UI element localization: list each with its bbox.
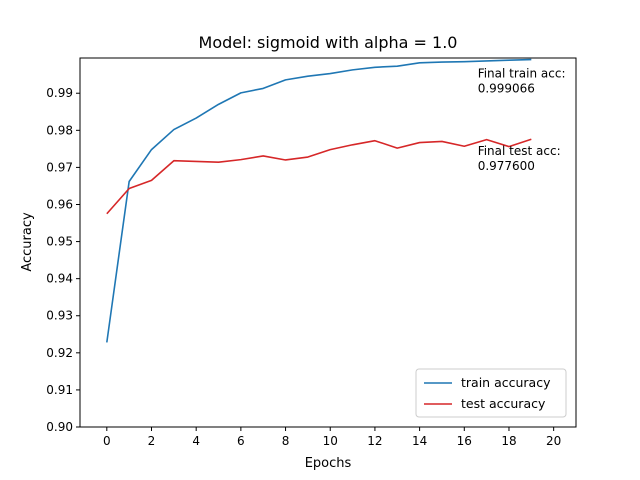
- y-tick-label: 0.97: [46, 160, 73, 174]
- y-tick-label: 0.91: [46, 383, 73, 397]
- plot-area: 0 2 4 6 8 10 12 14 16 18 20 0.90 0.91 0.92 0.93 0.94 0.9…: [46, 57, 577, 448]
- series-line-0: [106, 58, 532, 343]
- x-tick-label: 0: [103, 434, 111, 448]
- y-axis-label: Accuracy: [20, 212, 35, 272]
- x-tick-label: 8: [282, 434, 290, 448]
- y-tick-label: 0.92: [46, 346, 73, 360]
- x-tick-label: 18: [501, 434, 516, 448]
- x-tick-label: 14: [412, 434, 427, 448]
- x-tick-label: 16: [457, 434, 472, 448]
- y-tick-label: 0.99: [46, 86, 73, 100]
- y-tick-label: 0.96: [46, 197, 73, 211]
- y-tick-label: 0.90: [46, 420, 73, 434]
- x-tick-label: 12: [367, 434, 382, 448]
- y-tick-label: 0.93: [46, 309, 73, 323]
- y-tick-label: 0.95: [46, 235, 73, 249]
- x-tick-label: 4: [192, 434, 200, 448]
- legend-box: [415, 368, 567, 418]
- legend-label-0: train accuracy: [461, 375, 551, 390]
- x-tick-label: 10: [323, 434, 338, 448]
- annotation-label-0: Final train acc:: [478, 66, 566, 80]
- x-tick-label: 20: [546, 434, 561, 448]
- x-tick-label: 6: [237, 434, 245, 448]
- x-axis-label: Epochs: [305, 456, 352, 471]
- legend-label-1: test accuracy: [461, 396, 546, 411]
- axes-frame: [79, 57, 577, 428]
- annotation-value-1: 0.977600: [478, 159, 535, 173]
- y-tick-label: 0.98: [46, 123, 73, 137]
- annotation-label-1: Final test acc:: [478, 144, 561, 158]
- y-tick-label: 0.94: [46, 272, 73, 286]
- annotation-value-0: 0.999066: [478, 81, 535, 95]
- series-line-1: [106, 138, 532, 215]
- chart-title: Model: sigmoid with alpha = 1.0: [199, 33, 458, 52]
- legend: train accuracy test accuracy: [415, 368, 567, 418]
- x-tick-label: 2: [148, 434, 156, 448]
